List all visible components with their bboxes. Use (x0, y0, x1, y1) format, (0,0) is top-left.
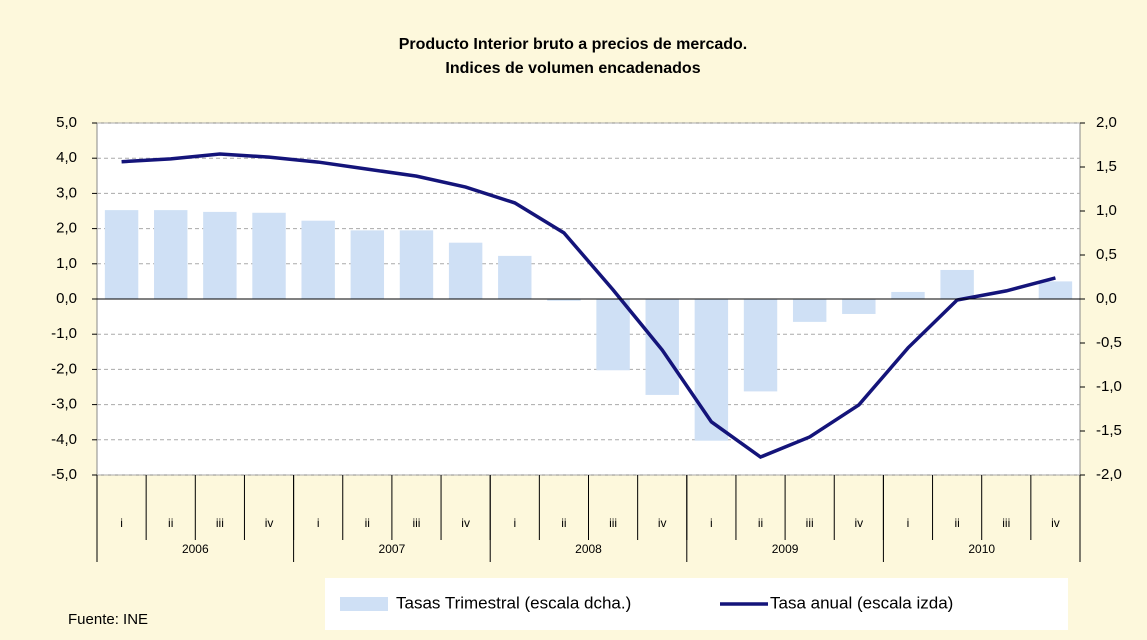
y2-tick-label: -2,0 (1096, 466, 1122, 483)
x-tick-label: iv (265, 516, 274, 530)
y2-tick-label: 2,0 (1096, 114, 1117, 131)
source: Fuente: INE (68, 611, 148, 628)
x-tick-label: iii (806, 516, 814, 530)
y2-tick-label: -1,0 (1096, 378, 1122, 395)
x-tick-label: iii (609, 516, 617, 530)
year-label: 2006 (182, 542, 209, 556)
x-tick-label: iv (461, 516, 470, 530)
y-tick-label: -1,0 (51, 325, 77, 342)
bar (547, 299, 581, 301)
x-tick-label: iv (658, 516, 667, 530)
x-tick-label: ii (758, 516, 763, 530)
y-tick-label: 2,0 (56, 220, 77, 237)
x-tick-label: i (513, 516, 516, 530)
y2-tick-label: 0,0 (1096, 290, 1117, 307)
year-label: 2009 (772, 542, 799, 556)
bar (1038, 281, 1073, 299)
bar (104, 210, 139, 299)
bar (252, 212, 286, 299)
chart-subtitle: Indices de volumen encadenados (445, 60, 700, 77)
y-tick-label: 5,0 (56, 114, 77, 131)
y-tick-label: 0,0 (56, 290, 77, 307)
year-label: 2007 (379, 542, 406, 556)
y-tick-label: 3,0 (56, 184, 77, 201)
y2-tick-label: 1,0 (1096, 202, 1117, 219)
legend-label: Tasa anual (escala izda) (770, 593, 953, 612)
line (121, 152, 1056, 460)
y2-tick-label: 0,5 (1096, 246, 1117, 263)
x-tick-label: iii (412, 516, 420, 530)
x-tick-label: ii (168, 516, 173, 530)
y2-tick-label: -1,5 (1096, 422, 1122, 439)
x-tick-label: iv (854, 516, 863, 530)
x-tick-label: i (317, 516, 320, 530)
x-tick-label: iv (1051, 516, 1060, 530)
y-tick-label: -3,0 (51, 396, 77, 413)
x-tick-label: ii (365, 516, 370, 530)
bar (154, 210, 188, 299)
x-tick-label: i (710, 516, 713, 530)
x-tick-label: i (907, 516, 910, 530)
year-label: 2008 (575, 542, 602, 556)
legend (325, 578, 1068, 630)
bar (498, 255, 532, 299)
bar (891, 291, 925, 299)
y2-tick-label: 1,5 (1096, 158, 1117, 175)
y-tick-label: 4,0 (56, 149, 77, 166)
bar (448, 242, 483, 299)
bar (399, 230, 434, 299)
x-tick-label: iii (216, 516, 224, 530)
x-tick-label: i (120, 516, 123, 530)
bar (743, 299, 778, 392)
y2-tick-label: -0,5 (1096, 334, 1122, 351)
bar (792, 299, 827, 322)
bar (301, 220, 335, 299)
y-tick-label: -2,0 (51, 360, 77, 377)
y-tick-label: -5,0 (51, 466, 77, 483)
x-tick-label: ii (561, 516, 566, 530)
bar (842, 299, 876, 314)
bar (350, 230, 385, 299)
legend-swatch (340, 597, 388, 611)
year-label: 2010 (968, 542, 995, 556)
bar (203, 211, 237, 299)
y-tick-label: 1,0 (56, 255, 77, 272)
legend-label: Tasas Trimestral (escala dcha.) (396, 593, 631, 612)
bar (940, 269, 974, 299)
bar (596, 299, 630, 371)
y-tick-label: -4,0 (51, 431, 77, 448)
chart-title: Producto Interior bruto a precios de mer… (399, 36, 748, 53)
x-tick-label: ii (954, 516, 959, 530)
x-tick-label: iii (1002, 516, 1010, 530)
bar (645, 299, 679, 395)
bar (694, 299, 729, 441)
